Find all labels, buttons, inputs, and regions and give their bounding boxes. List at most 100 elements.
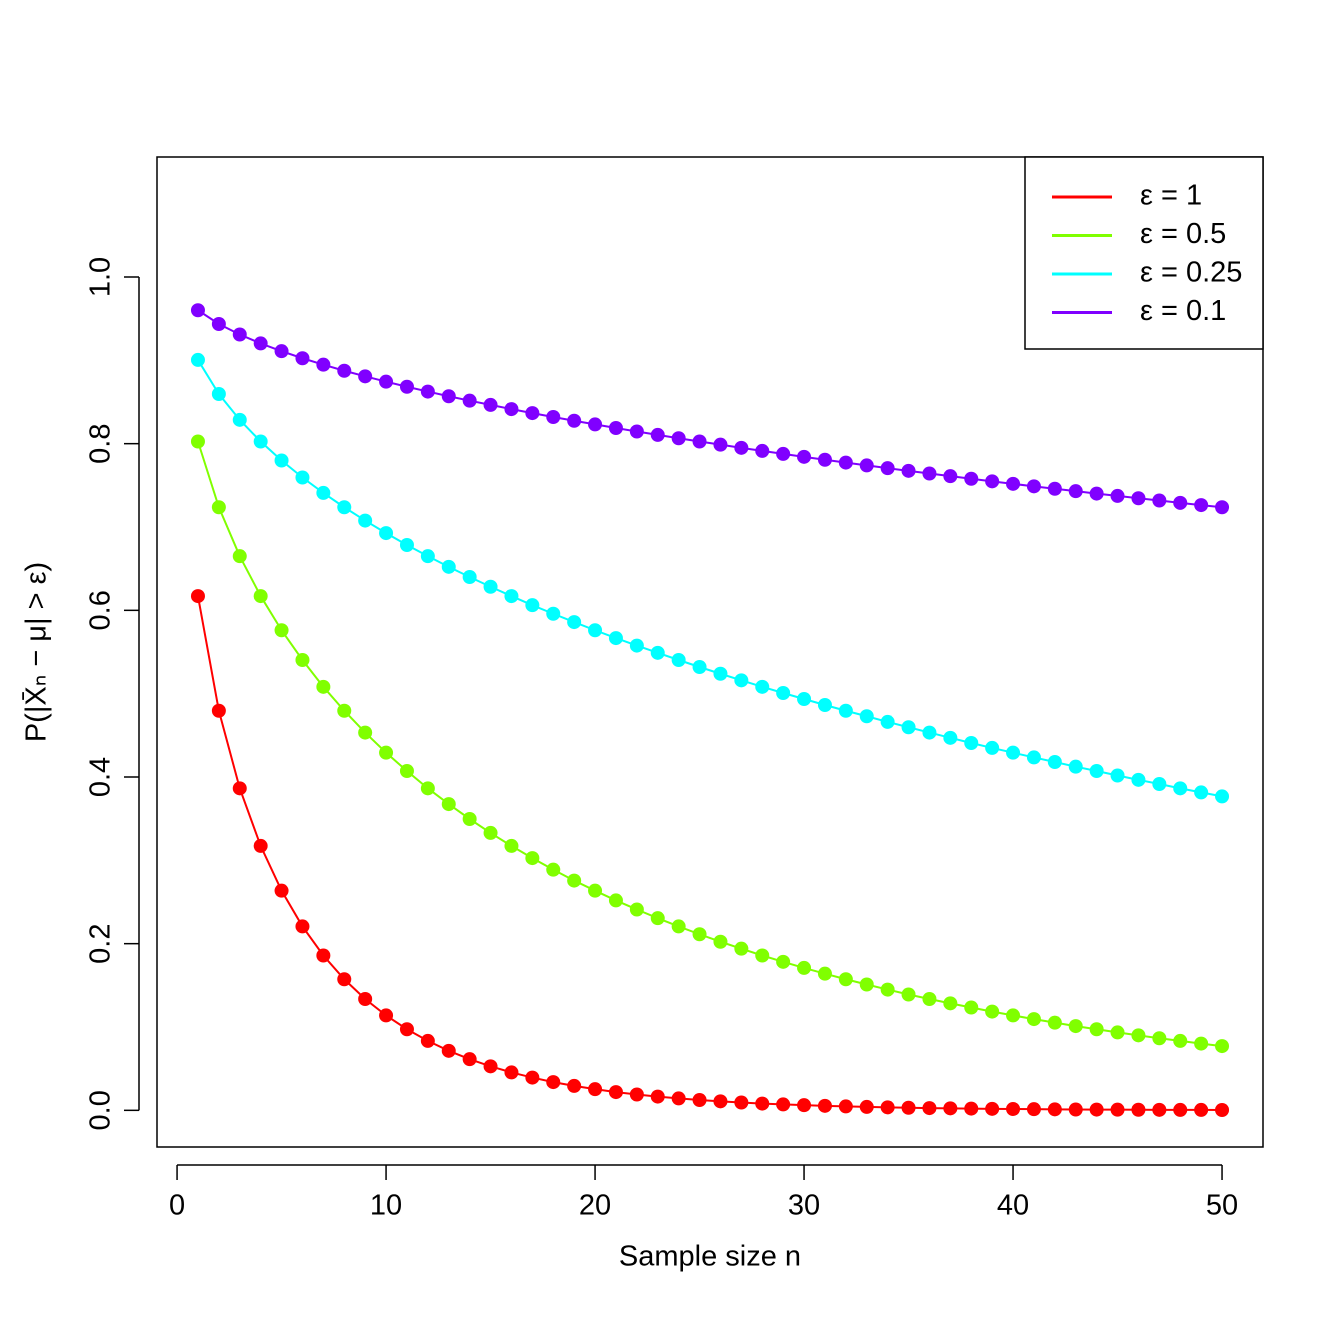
- data-point: [1173, 1102, 1188, 1117]
- data-point: [316, 485, 331, 500]
- data-point: [546, 606, 561, 621]
- data-point: [358, 725, 373, 740]
- data-point: [943, 996, 958, 1011]
- data-point: [211, 387, 226, 401]
- legend-label: ε = 0.25: [1140, 257, 1242, 289]
- data-point: [1131, 491, 1146, 506]
- data-point: [1110, 768, 1125, 783]
- data-point: [253, 336, 268, 351]
- data-point: [943, 469, 958, 484]
- data-point: [1026, 1102, 1041, 1117]
- data-point: [1089, 1022, 1104, 1037]
- data-point: [1047, 1015, 1062, 1030]
- data-point: [399, 538, 414, 552]
- data-point: [1215, 1103, 1230, 1117]
- data-point: [337, 972, 352, 987]
- data-point: [734, 440, 749, 455]
- data-point: [420, 1033, 435, 1048]
- data-point: [546, 862, 561, 877]
- legend-label: ε = 0.1: [1140, 295, 1226, 327]
- data-point: [504, 1065, 519, 1080]
- data-point: [232, 412, 247, 427]
- data-point: [358, 992, 373, 1006]
- data-point: [985, 1004, 1000, 1019]
- data-point: [190, 434, 205, 449]
- data-point: [797, 449, 812, 464]
- data-point: [964, 1101, 979, 1116]
- x-tick-label: 20: [579, 1190, 611, 1222]
- data-point: [901, 1100, 916, 1115]
- data-point: [1026, 750, 1041, 765]
- data-point: [1068, 1102, 1083, 1117]
- data-point: [713, 1094, 728, 1109]
- data-point: [274, 344, 289, 359]
- data-point: [190, 303, 205, 318]
- data-point: [483, 579, 498, 594]
- data-point: [1152, 493, 1167, 508]
- data-point: [1194, 498, 1209, 513]
- x-axis-label: Sample size n: [619, 1241, 801, 1273]
- data-point: [713, 934, 728, 949]
- data-point: [525, 598, 540, 613]
- data-point: [1068, 1019, 1083, 1034]
- y-tick-label: 0.4: [85, 757, 117, 797]
- data-point: [713, 666, 728, 681]
- data-point: [295, 919, 310, 934]
- data-point: [692, 434, 707, 449]
- data-point: [608, 1085, 623, 1100]
- data-point: [399, 764, 414, 778]
- data-point: [567, 413, 582, 428]
- data-point: [1194, 1036, 1209, 1051]
- y-tick-label: 0.6: [85, 590, 117, 630]
- data-point: [1131, 1102, 1146, 1117]
- data-point: [546, 1075, 561, 1090]
- data-point: [1173, 1033, 1188, 1048]
- data-point: [880, 982, 895, 997]
- data-point: [922, 725, 937, 740]
- data-point: [1068, 759, 1083, 774]
- data-point: [650, 427, 665, 442]
- data-point: [1047, 481, 1062, 496]
- legend-label: ε = 1: [1140, 180, 1202, 212]
- data-point: [232, 327, 247, 342]
- data-point: [671, 653, 686, 667]
- data-point: [420, 549, 435, 564]
- data-point: [379, 374, 394, 389]
- data-point: [1006, 1102, 1021, 1116]
- data-point: [358, 513, 373, 528]
- data-point: [379, 526, 394, 541]
- data-point: [608, 421, 623, 435]
- data-point: [650, 911, 665, 926]
- data-point: [253, 434, 268, 449]
- series-line: [197, 359, 1223, 798]
- data-point: [964, 736, 979, 750]
- data-point: [943, 1101, 958, 1116]
- data-point: [525, 406, 540, 421]
- data-point: [985, 474, 1000, 489]
- data-point: [1026, 479, 1041, 494]
- data-point: [1194, 1102, 1209, 1117]
- data-point: [692, 660, 707, 674]
- data-point: [525, 1070, 540, 1085]
- data-point: [1089, 486, 1104, 501]
- data-point: [316, 948, 331, 963]
- x-tick-label: 10: [370, 1190, 402, 1222]
- data-point: [274, 453, 289, 468]
- data-point: [629, 1087, 644, 1102]
- data-point: [1089, 764, 1104, 778]
- data-point: [1194, 785, 1209, 800]
- legend-label: ε = 0.5: [1140, 218, 1226, 250]
- y-tick-label: 0.0: [85, 1090, 117, 1130]
- data-point: [504, 838, 519, 853]
- data-point: [588, 883, 603, 898]
- series-line: [196, 595, 1223, 1111]
- data-point: [1215, 1039, 1230, 1054]
- data-point: [880, 461, 895, 476]
- data-point: [399, 1022, 414, 1037]
- data-point: [838, 972, 853, 987]
- data-point: [1215, 500, 1230, 515]
- data-point: [901, 987, 916, 1002]
- data-point: [985, 1101, 1000, 1116]
- data-point: [441, 389, 456, 404]
